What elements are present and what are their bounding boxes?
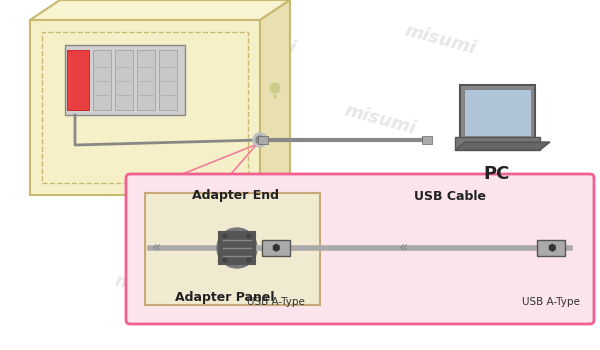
Circle shape bbox=[247, 234, 251, 238]
Text: misumi: misumi bbox=[442, 272, 518, 308]
FancyBboxPatch shape bbox=[65, 45, 185, 115]
Text: PC: PC bbox=[484, 165, 510, 183]
Circle shape bbox=[223, 258, 227, 262]
FancyBboxPatch shape bbox=[460, 85, 535, 140]
FancyBboxPatch shape bbox=[30, 20, 260, 195]
Text: misumi: misumi bbox=[402, 22, 478, 58]
FancyBboxPatch shape bbox=[537, 240, 565, 256]
FancyBboxPatch shape bbox=[159, 50, 177, 110]
FancyBboxPatch shape bbox=[262, 240, 290, 256]
Circle shape bbox=[247, 258, 251, 262]
Text: «: « bbox=[398, 240, 407, 256]
Polygon shape bbox=[455, 142, 550, 150]
FancyBboxPatch shape bbox=[455, 137, 540, 150]
Text: Adapter Panel: Adapter Panel bbox=[175, 292, 275, 304]
Text: misumi: misumi bbox=[42, 22, 118, 58]
FancyBboxPatch shape bbox=[145, 193, 320, 305]
FancyBboxPatch shape bbox=[422, 136, 432, 144]
FancyBboxPatch shape bbox=[126, 174, 594, 324]
Text: «: « bbox=[152, 240, 161, 256]
Circle shape bbox=[253, 133, 267, 147]
Circle shape bbox=[270, 83, 280, 93]
Circle shape bbox=[223, 234, 227, 238]
Text: misumi: misumi bbox=[222, 22, 298, 58]
Text: USB Cable: USB Cable bbox=[414, 189, 486, 203]
Circle shape bbox=[222, 233, 252, 263]
Polygon shape bbox=[30, 0, 290, 20]
Text: USB A-Type: USB A-Type bbox=[522, 297, 580, 307]
FancyBboxPatch shape bbox=[115, 50, 133, 110]
Polygon shape bbox=[260, 0, 290, 195]
Circle shape bbox=[256, 136, 264, 144]
Text: ⬢: ⬢ bbox=[547, 243, 555, 253]
FancyBboxPatch shape bbox=[93, 50, 111, 110]
Text: misumi: misumi bbox=[122, 102, 198, 138]
FancyBboxPatch shape bbox=[67, 50, 89, 110]
Text: USB A-Type: USB A-Type bbox=[247, 297, 305, 307]
Text: misumi: misumi bbox=[342, 102, 418, 138]
Text: ⬢: ⬢ bbox=[272, 243, 280, 253]
Text: misumi: misumi bbox=[112, 272, 188, 308]
Text: Adapter End: Adapter End bbox=[191, 189, 278, 203]
FancyBboxPatch shape bbox=[258, 136, 268, 144]
Circle shape bbox=[217, 228, 257, 268]
FancyBboxPatch shape bbox=[464, 89, 531, 136]
FancyBboxPatch shape bbox=[137, 50, 155, 110]
FancyBboxPatch shape bbox=[219, 232, 255, 264]
